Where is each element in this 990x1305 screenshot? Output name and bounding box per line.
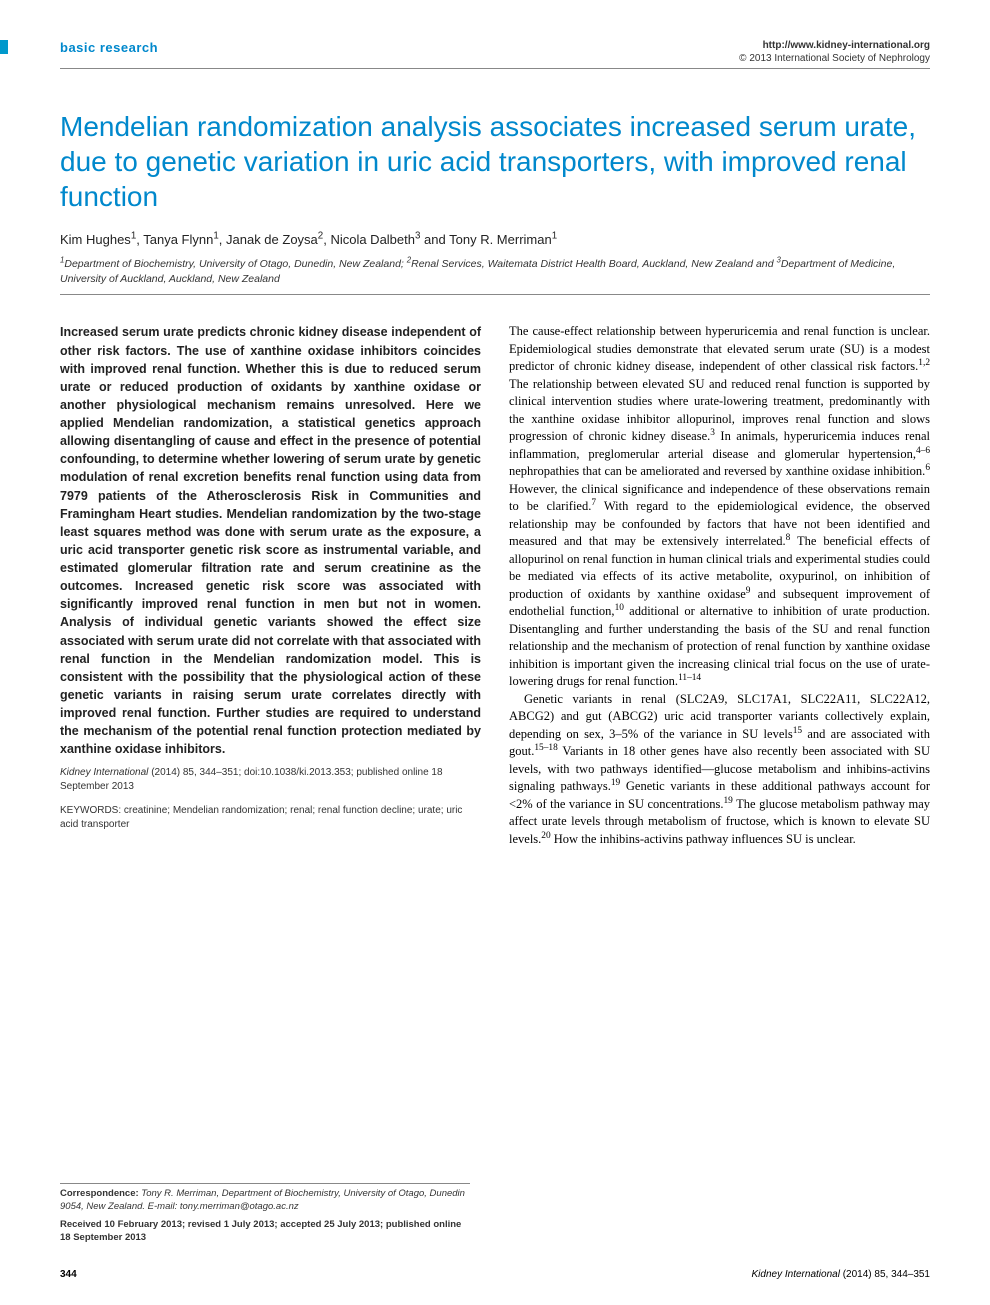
keywords: KEYWORDS: creatinine; Mendelian randomiz… bbox=[60, 804, 481, 832]
received-dates: Received 10 February 2013; revised 1 Jul… bbox=[60, 1219, 470, 1245]
title-rule bbox=[60, 294, 930, 295]
copyright: © 2013 International Society of Nephrolo… bbox=[739, 53, 930, 64]
correspondence-rule bbox=[60, 1183, 470, 1184]
footer-journal-info: Kidney International (2014) 85, 344–351 bbox=[752, 1269, 930, 1280]
page-header: basic research http://www.kidney-interna… bbox=[60, 40, 930, 64]
body-paragraph-2: Genetic variants in renal (SLC2A9, SLC17… bbox=[509, 691, 930, 849]
page-footer: 344 Kidney International (2014) 85, 344–… bbox=[60, 1269, 930, 1280]
article-title: Mendelian randomization analysis associa… bbox=[60, 109, 930, 214]
abstract: Increased serum urate predicts chronic k… bbox=[60, 323, 481, 758]
section-color-bar bbox=[0, 40, 8, 54]
affiliations: 1Department of Biochemistry, University … bbox=[60, 257, 930, 286]
header-rule bbox=[60, 68, 930, 69]
citation: Kidney International (2014) 85, 344–351;… bbox=[60, 766, 481, 794]
body-paragraph-1: The cause-effect relationship between hy… bbox=[509, 323, 930, 691]
correspondence-box: Correspondence: Tony R. Merriman, Depart… bbox=[60, 1183, 470, 1245]
section-label: basic research bbox=[60, 40, 158, 55]
keywords-text: creatinine; Mendelian randomization; ren… bbox=[60, 805, 462, 830]
citation-journal: Kidney International bbox=[60, 767, 148, 778]
left-column: Increased serum urate predicts chronic k… bbox=[60, 323, 481, 848]
keywords-label: KEYWORDS: bbox=[60, 805, 121, 816]
authors: Kim Hughes1, Tanya Flynn1, Janak de Zoys… bbox=[60, 232, 930, 247]
header-right: http://www.kidney-international.org © 20… bbox=[739, 40, 930, 64]
right-column: The cause-effect relationship between hy… bbox=[509, 323, 930, 848]
footer-journal: Kidney International bbox=[752, 1269, 840, 1280]
two-column-layout: Increased serum urate predicts chronic k… bbox=[60, 323, 930, 848]
page-number: 344 bbox=[60, 1269, 77, 1280]
journal-url: http://www.kidney-international.org bbox=[739, 40, 930, 51]
correspondence: Correspondence: Tony R. Merriman, Depart… bbox=[60, 1188, 470, 1214]
footer-details: (2014) 85, 344–351 bbox=[843, 1269, 930, 1280]
